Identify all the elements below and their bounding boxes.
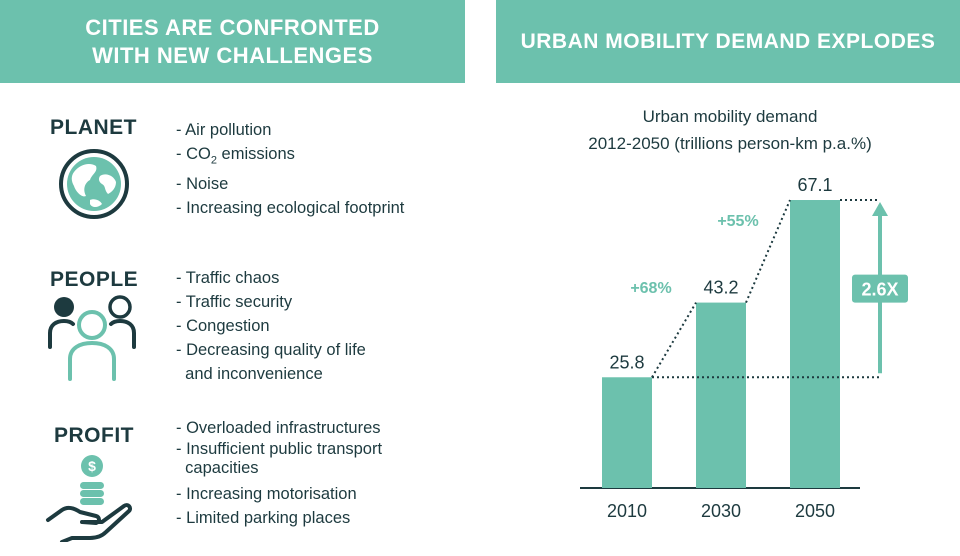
profit-title: PROFIT (54, 424, 134, 447)
co2-subscript: 2 (210, 154, 217, 167)
multiplier-arrow-head (872, 202, 888, 217)
people-group-icon (48, 295, 136, 381)
growth-label-1: +68% (630, 280, 671, 297)
profit-list: - Overloaded infrastructures - Insuffici… (176, 416, 382, 530)
growth-label-2: +55% (717, 213, 758, 230)
people-title: PEOPLE (50, 268, 139, 291)
bar-2050 (790, 200, 840, 488)
bar-2010 (602, 377, 652, 488)
planet-item: - Increasing ecological footprint (176, 199, 405, 218)
challenges-header-line2: WITH NEW CHALLENGES (92, 42, 373, 68)
chart-title: Urban mobility demand 2012-2050 (trillio… (520, 103, 940, 157)
profit-item: - Limited parking places (176, 509, 351, 527)
profit-item: - Increasing motorisation (176, 485, 357, 503)
people-item: - Traffic chaos (176, 269, 280, 287)
co2-prefix: - CO (176, 145, 211, 163)
people-item: - Congestion (176, 317, 270, 335)
category-label-2030: 2030 (701, 501, 741, 521)
people-item: and inconvenience (176, 365, 323, 383)
multiplier-badge (852, 274, 908, 303)
mobility-header: URBAN MOBILITY DEMAND EXPLODES (496, 0, 960, 83)
co2-suffix: emissions (216, 145, 295, 163)
profit-item: - Insufficient public transport (176, 440, 383, 458)
growth-connector-2 (745, 199, 791, 303)
planet-item: - Air pollution (176, 121, 272, 139)
people-item: - Decreasing quality of life (176, 341, 366, 359)
chart-title-line1: Urban mobility demand (642, 107, 818, 126)
planet-item: - Noise (176, 175, 229, 194)
value-label-2050: 67.1 (797, 175, 832, 195)
challenges-header: CITIES ARE CONFRONTED WITH NEW CHALLENGE… (0, 0, 465, 83)
growth-connector-1 (651, 302, 697, 378)
profit-item: - Overloaded infrastructures (176, 419, 381, 437)
value-label-2010: 25.8 (609, 352, 644, 372)
people-item: - Traffic security (176, 293, 293, 311)
value-label-2030: 43.2 (703, 278, 738, 298)
dollar-sign: $ (88, 458, 96, 474)
planet-list: - Air pollution - CO2 emissions - Noise … (176, 118, 404, 220)
category-label-2010: 2010 (607, 501, 647, 521)
planet-item: - CO2 emissions (176, 142, 404, 172)
bar-2030 (696, 302, 746, 488)
challenges-header-line1: CITIES ARE CONFRONTED (85, 14, 380, 40)
chart-title-line2: 2012-2050 (trillions person-km p.a.%) (588, 134, 872, 153)
profit-item: capacities (176, 459, 259, 477)
category-label-2050: 2050 (795, 501, 835, 521)
multiplier-label: 2.6X (861, 280, 898, 300)
planet-title: PLANET (50, 116, 137, 139)
people-list: - Traffic chaos - Traffic security - Con… (176, 266, 366, 386)
globe-icon (59, 149, 129, 219)
hand-coins-icon: $ (46, 455, 133, 542)
